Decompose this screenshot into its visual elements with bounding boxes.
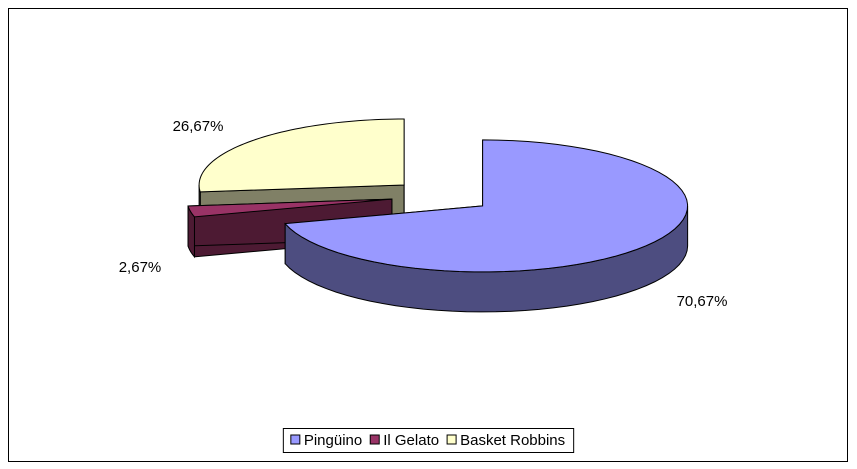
data-label: 70,67% — [677, 293, 728, 310]
slice — [187, 198, 392, 218]
legend-swatch — [290, 434, 301, 445]
legend-label: Pingüino — [304, 432, 362, 449]
legend-box — [282, 428, 575, 453]
legend-swatch — [369, 434, 380, 445]
legend-label: Il Gelato — [383, 432, 439, 449]
data-label: 26,67% — [173, 118, 224, 135]
legend-label: Basket Robbins — [460, 432, 565, 449]
legend: Pingüino Il Gelato Basket Robbins — [282, 428, 575, 453]
slice — [198, 118, 405, 193]
legend-swatch — [446, 434, 457, 445]
data-label: 2,67% — [119, 259, 162, 276]
slice — [284, 139, 689, 273]
